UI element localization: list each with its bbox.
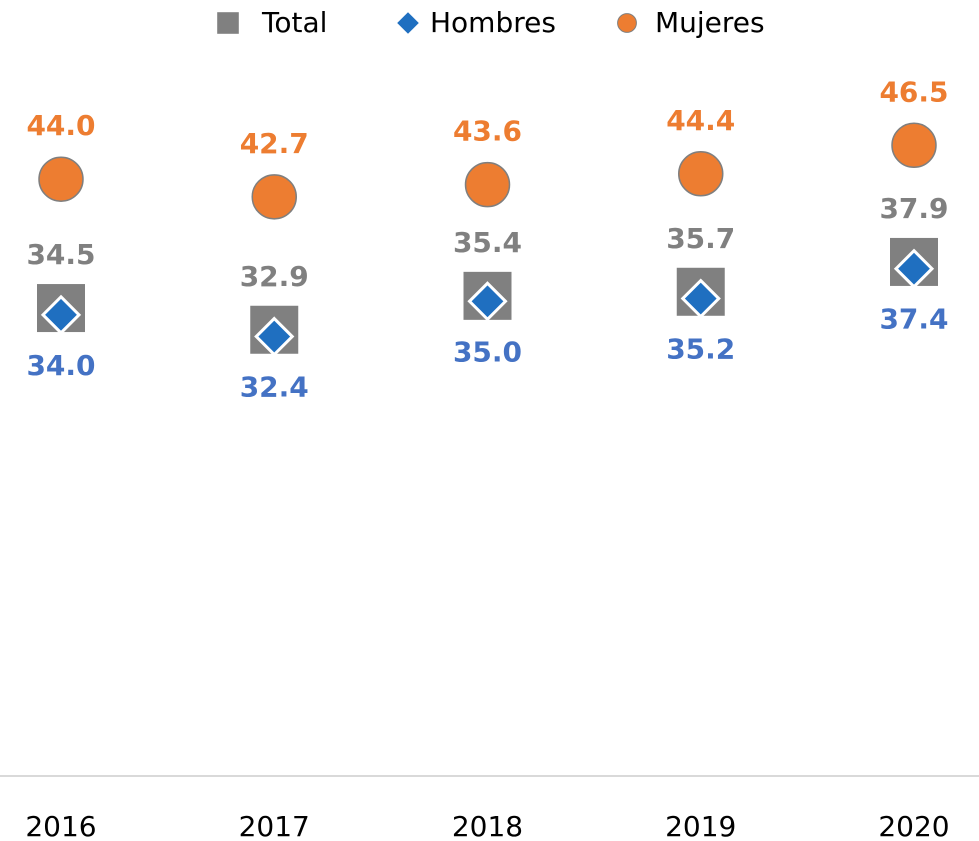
data-label: 35.4	[453, 226, 522, 259]
data-label: 46.5	[879, 75, 948, 108]
data-label: 35.0	[453, 335, 522, 368]
x-tick-label: 2017	[239, 810, 310, 841]
data-label: 37.9	[879, 192, 948, 225]
data-label: 44.0	[26, 109, 95, 142]
data-label: 32.4	[240, 371, 309, 404]
hombres-marker	[893, 248, 935, 289]
data-label: 43.6	[453, 115, 522, 148]
legend-label: Total	[261, 6, 327, 39]
x-tick-label: 2020	[878, 810, 949, 841]
legend-marker	[217, 12, 239, 34]
mujeres-marker	[251, 174, 297, 220]
x-tick-label: 2016	[25, 810, 96, 841]
mujeres-marker	[678, 151, 724, 197]
x-tick-label: 2019	[665, 810, 736, 841]
data-label: 35.7	[666, 222, 735, 255]
mujeres-marker	[464, 161, 511, 208]
data-label: 42.7	[240, 127, 309, 160]
data-label: 35.2	[666, 333, 735, 366]
legend-marker	[397, 12, 419, 34]
hombres-marker	[680, 278, 721, 319]
data-label: 34.5	[26, 238, 95, 271]
mujeres-marker	[38, 156, 84, 202]
data-label: 37.4	[879, 303, 948, 336]
hombres-marker	[254, 316, 295, 357]
legend-label: Mujeres	[655, 6, 765, 39]
mujeres-marker	[891, 122, 937, 169]
data-label: 32.9	[240, 260, 309, 293]
hombres-marker	[467, 281, 508, 322]
hombres-marker	[40, 294, 82, 335]
x-tick-label: 2018	[452, 810, 523, 841]
data-label: 34.0	[26, 349, 95, 382]
legend-label: Hombres	[430, 6, 556, 39]
legend-marker	[617, 13, 637, 33]
data-label: 44.4	[666, 104, 735, 137]
